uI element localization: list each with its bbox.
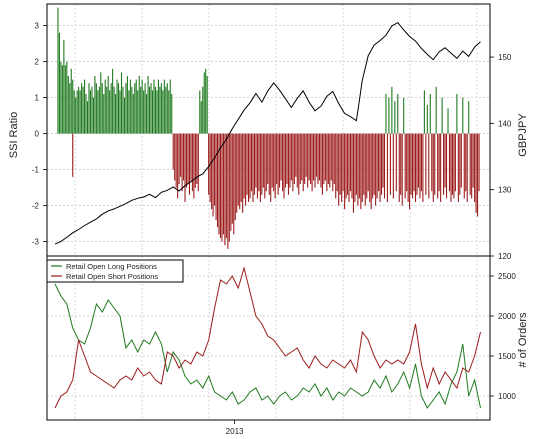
top-y2-tick-label: 140 bbox=[498, 119, 512, 128]
top-y-tick-label: 1 bbox=[35, 94, 40, 103]
bottom-plot-frame bbox=[46, 255, 491, 421]
top-y-tick-label: -2 bbox=[32, 202, 40, 211]
top-y2-tick-label: 150 bbox=[498, 53, 512, 62]
top-y-tick-label: 2 bbox=[35, 58, 40, 67]
top-y-tick-label: 0 bbox=[35, 130, 40, 139]
top-panel: 3 2 1 0 -1 -2 -3 150 140 130 120 bbox=[32, 3, 512, 261]
top-y-tick-label: 3 bbox=[35, 22, 40, 31]
top-y-tick-label: -1 bbox=[32, 166, 40, 175]
bottom-y2-tick-label: 2000 bbox=[498, 312, 516, 321]
bottom-y2-axis-label: # of Orders bbox=[517, 312, 529, 368]
short-positions-line bbox=[54, 266, 481, 409]
legend-long-label: Retail Open Long Positions bbox=[66, 262, 157, 271]
top-y2-tick-label: 130 bbox=[498, 186, 512, 195]
top-y2-tick-label: 120 bbox=[498, 252, 512, 261]
bottom-y2-tick-label: 1000 bbox=[498, 392, 516, 401]
legend: Retail Open Long Positions Retail Open S… bbox=[46, 259, 184, 283]
legend-short-label: Retail Open Short Positions bbox=[66, 272, 158, 281]
top-y2-axis-label: GBPJPY bbox=[517, 113, 529, 157]
long-positions-line bbox=[54, 283, 481, 409]
top-y-axis-label: SSI Ratio bbox=[8, 112, 20, 158]
x-tick-label: 2013 bbox=[226, 427, 244, 436]
gbpjpy-price-line bbox=[54, 21, 481, 245]
legend-box bbox=[46, 259, 184, 283]
bottom-y2-tick-label: 1500 bbox=[498, 352, 516, 361]
bottom-panel: 1000 1500 2000 2500 2013 bbox=[46, 255, 516, 436]
top-plot-frame bbox=[46, 3, 491, 257]
bottom-y2-tick-label: 2500 bbox=[498, 272, 516, 281]
top-y-tick-label: -3 bbox=[32, 238, 40, 247]
